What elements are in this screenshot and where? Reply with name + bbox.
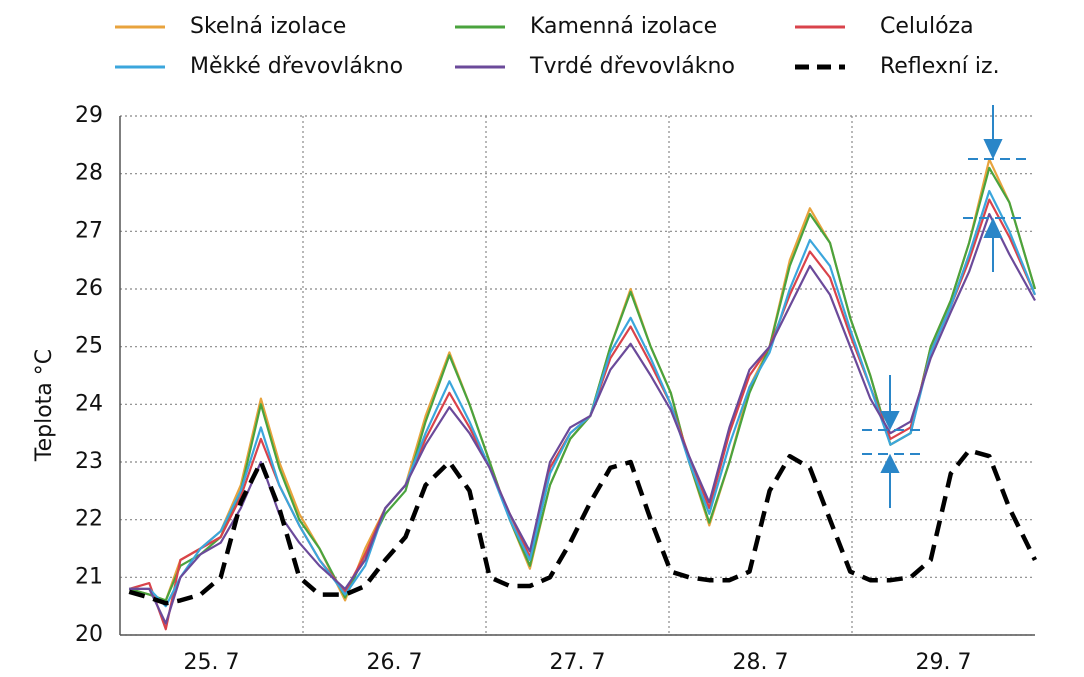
- series-line: [128, 448, 1038, 606]
- legend-label: Skelná izolace: [190, 14, 346, 39]
- y-tick-label: 24: [75, 391, 103, 416]
- annotations: [862, 105, 1028, 508]
- legend-item: Reflexní iz.: [795, 54, 1000, 79]
- legend-item: Kamenná izolace: [455, 14, 717, 39]
- y-tick-label: 25: [75, 334, 103, 359]
- y-tick-label: 20: [75, 622, 103, 647]
- x-tick-label: 25. 7: [184, 650, 240, 675]
- series-line: [128, 158, 1037, 602]
- y-axis-label: Teplota °C: [32, 349, 57, 462]
- annotation-arrow: [983, 139, 1003, 160]
- y-tick-label: 22: [75, 507, 103, 532]
- series-line: [129, 189, 1037, 608]
- x-tick-label: 26. 7: [367, 650, 423, 675]
- x-tick-label: 28. 7: [733, 650, 789, 675]
- annotation-arrow: [880, 453, 900, 473]
- annotation-arrow: [880, 411, 900, 431]
- legend-item: Skelná izolace: [115, 14, 346, 39]
- legend-label: Měkké dřevovlákno: [190, 54, 403, 79]
- legend-item: Tvrdé dřevovlákno: [455, 54, 735, 79]
- legend-item: Celulóza: [795, 14, 974, 39]
- series-line: [128, 166, 1037, 602]
- legend-label: Celulóza: [880, 14, 974, 39]
- legend-item: Měkké dřevovlákno: [115, 54, 403, 79]
- legend-label: Tvrdé dřevovlákno: [529, 54, 735, 79]
- legend-label: Reflexní iz.: [880, 54, 1000, 79]
- x-tick-label: 27. 7: [550, 650, 606, 675]
- x-tick-label: 29. 7: [916, 650, 972, 675]
- y-tick-label: 29: [75, 103, 103, 128]
- annotation-arrow: [983, 217, 1003, 238]
- y-tick-label: 26: [75, 276, 103, 301]
- y-tick-label: 27: [75, 218, 103, 243]
- legend-label: Kamenná izolace: [530, 14, 717, 39]
- y-tick-label: 23: [75, 449, 103, 474]
- y-tick-label: 21: [75, 564, 103, 589]
- y-tick-label: 28: [75, 161, 103, 186]
